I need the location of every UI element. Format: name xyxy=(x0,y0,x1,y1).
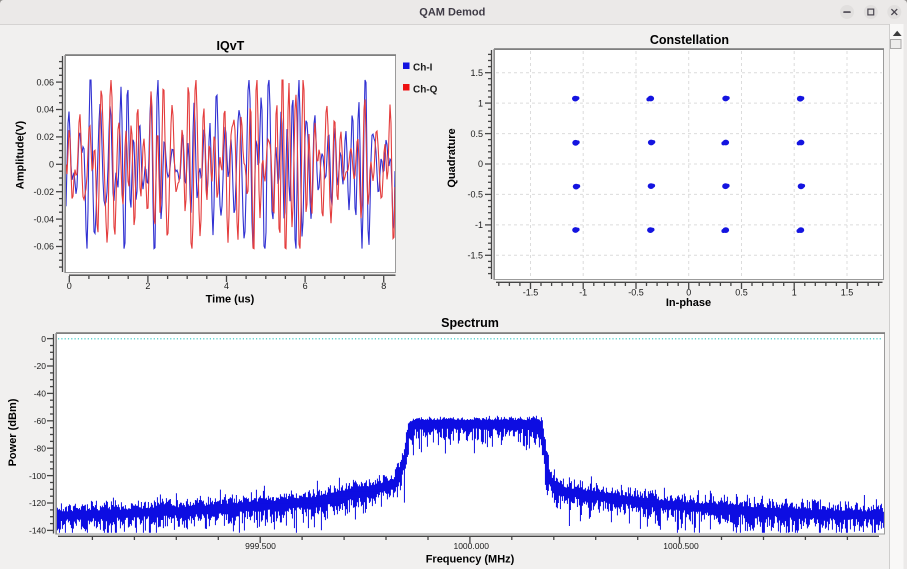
svg-text:1.5: 1.5 xyxy=(470,68,483,78)
svg-text:-60: -60 xyxy=(34,416,47,426)
svg-text:-80: -80 xyxy=(34,443,47,453)
svg-text:-0.5: -0.5 xyxy=(628,288,644,298)
svg-text:Constellation: Constellation xyxy=(650,33,729,47)
svg-text:-100: -100 xyxy=(29,471,46,481)
svg-text:Quadrature: Quadrature xyxy=(446,128,458,187)
svg-text:Amplitude(V): Amplitude(V) xyxy=(15,120,27,189)
svg-text:6: 6 xyxy=(303,281,308,291)
svg-text:999.500: 999.500 xyxy=(245,541,276,551)
svg-text:-140: -140 xyxy=(29,526,46,536)
svg-text:1: 1 xyxy=(478,98,483,108)
svg-text:-0.06: -0.06 xyxy=(33,242,54,252)
svg-text:0: 0 xyxy=(686,288,691,298)
svg-text:0: 0 xyxy=(41,334,46,344)
svg-text:-20: -20 xyxy=(34,361,47,371)
svg-text:1000.500: 1000.500 xyxy=(663,541,699,551)
svg-text:Frequency (MHz): Frequency (MHz) xyxy=(426,553,515,565)
svg-text:In-phase: In-phase xyxy=(666,297,711,309)
svg-text:0: 0 xyxy=(478,159,483,169)
svg-text:Ch-I: Ch-I xyxy=(413,63,433,74)
svg-text:Spectrum: Spectrum xyxy=(441,316,499,330)
svg-text:-0.02: -0.02 xyxy=(33,187,54,197)
svg-text:-0.5: -0.5 xyxy=(467,190,483,200)
svg-text:-0.04: -0.04 xyxy=(33,214,54,224)
svg-text:1.5: 1.5 xyxy=(841,288,854,298)
svg-text:0: 0 xyxy=(67,281,72,291)
svg-text:-1: -1 xyxy=(475,220,483,230)
svg-text:-1.5: -1.5 xyxy=(523,288,539,298)
svg-text:0.02: 0.02 xyxy=(36,132,54,142)
svg-text:4: 4 xyxy=(224,281,229,291)
svg-text:0.06: 0.06 xyxy=(36,77,54,87)
svg-text:-1: -1 xyxy=(579,288,587,298)
svg-text:1: 1 xyxy=(792,288,797,298)
svg-text:0: 0 xyxy=(49,160,54,170)
svg-text:1000.000: 1000.000 xyxy=(453,541,489,551)
svg-text:-1.5: -1.5 xyxy=(467,251,483,261)
svg-text:QAM Demod: QAM Demod xyxy=(419,6,485,18)
svg-text:0.5: 0.5 xyxy=(735,288,748,298)
svg-text:0.04: 0.04 xyxy=(36,105,54,115)
svg-text:IQvT: IQvT xyxy=(217,39,245,53)
svg-text:-40: -40 xyxy=(34,389,47,399)
svg-text:Power (dBm): Power (dBm) xyxy=(7,398,19,466)
svg-text:2: 2 xyxy=(145,281,150,291)
svg-text:8: 8 xyxy=(381,281,386,291)
svg-text:-120: -120 xyxy=(29,498,46,508)
svg-text:0.5: 0.5 xyxy=(470,129,483,139)
svg-text:Ch-Q: Ch-Q xyxy=(413,84,438,95)
svg-text:Time (us): Time (us) xyxy=(206,293,255,305)
